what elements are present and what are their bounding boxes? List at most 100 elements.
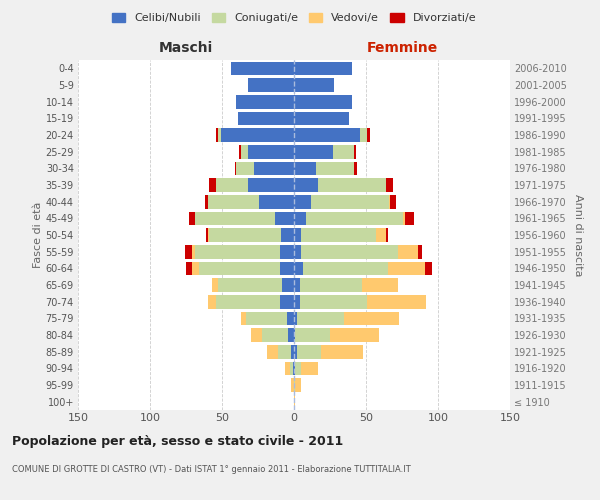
Bar	[295, 378, 301, 392]
Bar	[262, 328, 288, 342]
Bar	[241, 312, 247, 325]
Bar	[294, 145, 333, 158]
Bar	[301, 362, 319, 375]
Bar	[300, 295, 367, 308]
Bar	[362, 278, 398, 292]
Bar	[280, 262, 294, 275]
Bar	[294, 212, 305, 225]
Bar	[266, 345, 278, 358]
Bar	[186, 262, 192, 275]
Bar	[389, 195, 391, 208]
Bar	[209, 228, 281, 242]
Bar	[206, 228, 208, 242]
Bar	[216, 295, 280, 308]
Bar	[293, 362, 294, 375]
Bar	[218, 278, 283, 292]
Text: COMUNE DI GROTTE DI CASTRO (VT) - Dati ISTAT 1° gennaio 2011 - Elaborazione TUTT: COMUNE DI GROTTE DI CASTRO (VT) - Dati I…	[12, 465, 411, 474]
Bar	[295, 328, 330, 342]
Bar	[311, 195, 389, 208]
Bar	[425, 262, 432, 275]
Bar	[185, 245, 192, 258]
Bar	[294, 245, 301, 258]
Bar	[278, 345, 291, 358]
Bar	[294, 328, 295, 342]
Bar	[322, 345, 363, 358]
Bar	[294, 312, 297, 325]
Bar	[290, 362, 293, 375]
Bar	[355, 145, 356, 158]
Bar	[294, 362, 295, 375]
Bar	[301, 228, 376, 242]
Bar	[286, 362, 290, 375]
Bar	[291, 345, 294, 358]
Bar	[333, 145, 355, 158]
Bar	[294, 295, 300, 308]
Bar	[403, 212, 405, 225]
Bar	[235, 162, 236, 175]
Bar	[319, 178, 386, 192]
Y-axis label: Fasce di età: Fasce di età	[32, 202, 43, 268]
Text: Femmine: Femmine	[367, 41, 437, 55]
Bar	[218, 128, 221, 142]
Bar	[192, 245, 194, 258]
Bar	[259, 195, 294, 208]
Bar	[216, 128, 218, 142]
Text: Popolazione per età, sesso e stato civile - 2011: Popolazione per età, sesso e stato civil…	[12, 435, 343, 448]
Bar	[209, 178, 216, 192]
Bar	[291, 378, 294, 392]
Bar	[241, 145, 248, 158]
Bar	[212, 278, 218, 292]
Bar	[302, 262, 388, 275]
Bar	[294, 162, 316, 175]
Bar	[294, 112, 349, 125]
Bar	[360, 128, 367, 142]
Bar	[294, 378, 295, 392]
Bar	[301, 245, 398, 258]
Bar	[208, 295, 216, 308]
Bar	[300, 278, 362, 292]
Bar	[386, 178, 394, 192]
Bar	[294, 62, 352, 75]
Bar	[221, 128, 294, 142]
Bar	[388, 262, 425, 275]
Bar	[283, 278, 294, 292]
Bar	[294, 78, 334, 92]
Bar	[294, 128, 360, 142]
Bar	[248, 145, 294, 158]
Bar	[287, 312, 294, 325]
Bar	[230, 62, 294, 75]
Bar	[194, 245, 280, 258]
Bar	[330, 328, 379, 342]
Bar	[251, 328, 262, 342]
Bar	[208, 228, 209, 242]
Bar	[189, 212, 194, 225]
Bar	[280, 295, 294, 308]
Bar	[297, 345, 322, 358]
Bar	[288, 328, 294, 342]
Bar	[418, 245, 422, 258]
Bar	[248, 78, 294, 92]
Bar	[355, 162, 358, 175]
Bar	[247, 312, 287, 325]
Bar	[367, 295, 427, 308]
Bar	[367, 128, 370, 142]
Bar	[199, 262, 280, 275]
Bar	[294, 395, 295, 408]
Bar	[294, 195, 311, 208]
Bar	[208, 195, 259, 208]
Bar	[236, 162, 254, 175]
Bar	[405, 212, 413, 225]
Bar	[294, 262, 302, 275]
Bar	[275, 212, 294, 225]
Bar	[236, 95, 294, 108]
Text: Maschi: Maschi	[159, 41, 213, 55]
Legend: Celibi/Nubili, Coniugati/e, Vedovi/e, Divorziati/e: Celibi/Nubili, Coniugati/e, Vedovi/e, Di…	[107, 8, 481, 28]
Bar	[294, 95, 352, 108]
Bar	[294, 178, 319, 192]
Bar	[254, 162, 294, 175]
Bar	[192, 262, 199, 275]
Bar	[294, 228, 301, 242]
Bar	[238, 112, 294, 125]
Bar	[205, 195, 208, 208]
Bar	[297, 312, 344, 325]
